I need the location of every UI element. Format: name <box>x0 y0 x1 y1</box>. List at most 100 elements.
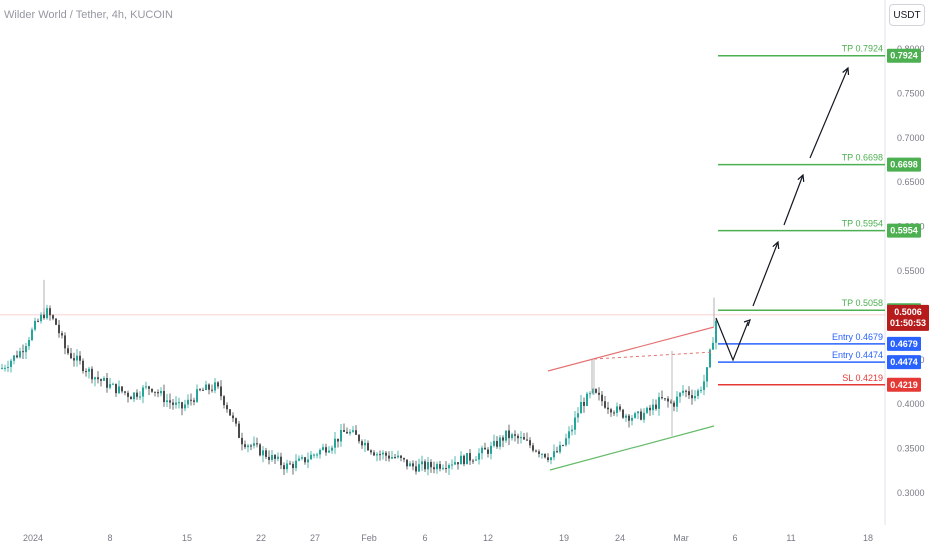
candle-body <box>301 457 303 459</box>
level-badge <box>887 355 921 370</box>
candle-body <box>205 384 207 390</box>
candle-body <box>712 342 714 350</box>
candle-body <box>397 455 399 458</box>
candle-body <box>28 340 30 347</box>
candle-body <box>259 444 261 456</box>
candle-body <box>250 445 252 447</box>
candle-body <box>238 423 240 438</box>
candle-body <box>283 465 285 470</box>
x-tick-label: 8 <box>107 533 112 543</box>
candle-body <box>622 409 624 418</box>
candle-body <box>316 454 318 456</box>
candle-body <box>232 415 234 419</box>
candle-body <box>385 452 387 456</box>
current-price-text: 0.5006 <box>894 307 922 317</box>
y-tick-label: 0.5500 <box>897 266 925 276</box>
level-badge-text: 0.6698 <box>890 160 918 170</box>
candle-body <box>7 366 9 368</box>
candle-body <box>595 389 597 393</box>
candle-body <box>442 468 444 470</box>
candle-body <box>247 445 249 448</box>
candle-body <box>694 396 696 399</box>
candle-body <box>88 368 90 372</box>
candle-body <box>70 353 72 359</box>
candle-body <box>280 456 282 466</box>
candle-body <box>4 367 6 369</box>
candle-body <box>133 392 135 400</box>
candle-body <box>208 384 210 390</box>
candle-body <box>175 402 177 405</box>
candle-body <box>592 389 594 394</box>
level-badge-text: 0.7924 <box>890 51 918 61</box>
candle-body <box>715 320 717 343</box>
candle-body <box>25 346 27 353</box>
level-label: TP 0.7924 <box>842 44 883 54</box>
x-tick-label: 12 <box>483 533 493 543</box>
candle-body <box>679 392 681 397</box>
candle-body <box>700 389 702 391</box>
candle-body <box>166 400 168 403</box>
candle-body <box>400 455 402 459</box>
candle-body <box>193 400 195 402</box>
candle-body <box>34 320 36 330</box>
arrow-head <box>743 319 751 327</box>
candle-body <box>352 430 354 432</box>
candle-body <box>415 466 417 472</box>
candle-body <box>13 355 15 361</box>
candle-body <box>94 377 96 380</box>
candle-body <box>100 379 102 381</box>
candle-body <box>709 349 711 368</box>
candle-body <box>157 392 159 394</box>
x-tick-label: 6 <box>732 533 737 543</box>
level-badge-text: 0.4474 <box>890 357 918 367</box>
y-tick-label: 0.6500 <box>897 177 925 187</box>
candle-body <box>613 412 615 414</box>
candle-body <box>235 418 237 424</box>
candle-body <box>487 449 489 454</box>
candle-body <box>52 315 54 319</box>
candle-body <box>499 437 501 447</box>
candle-body <box>376 454 378 456</box>
candle-body <box>490 445 492 454</box>
candle-body <box>556 451 558 453</box>
candle-body <box>349 431 351 434</box>
candle-body <box>508 430 510 439</box>
currency-button[interactable]: USDT <box>889 4 925 26</box>
candle-body <box>151 388 153 392</box>
candle-body <box>640 411 642 420</box>
candle-body <box>268 456 270 460</box>
candle-body <box>163 390 165 403</box>
candle-body <box>295 460 297 469</box>
candle-body <box>565 438 567 446</box>
candle-body <box>625 415 627 418</box>
candle-body <box>262 450 264 456</box>
x-tick-label: 2024 <box>23 533 43 543</box>
y-tick-label: 0.3500 <box>897 444 925 454</box>
candle-body <box>196 389 198 402</box>
candle-body <box>514 434 516 436</box>
candle-body <box>31 329 33 341</box>
candle-body <box>178 402 180 404</box>
candle-body <box>169 400 171 403</box>
candle-body <box>412 463 414 467</box>
candle-body <box>145 386 147 388</box>
candle-body <box>331 447 333 451</box>
candle-body <box>226 405 228 410</box>
candle-body <box>424 461 426 470</box>
candle-body <box>601 394 603 402</box>
candle-body <box>241 437 243 445</box>
y-tick-label: 0.3000 <box>897 488 925 498</box>
arrow-head <box>842 66 850 76</box>
candle-body <box>520 437 522 439</box>
candle-body <box>82 360 84 372</box>
x-tick-label: 27 <box>310 533 320 543</box>
candle-body <box>493 440 495 446</box>
candle-body <box>685 390 687 392</box>
x-tick-label: 11 <box>786 533 795 543</box>
candle-body <box>619 406 621 410</box>
candle-body <box>589 393 591 395</box>
candle-body <box>691 395 693 399</box>
candle-body <box>643 412 645 420</box>
candle-body <box>688 391 690 396</box>
